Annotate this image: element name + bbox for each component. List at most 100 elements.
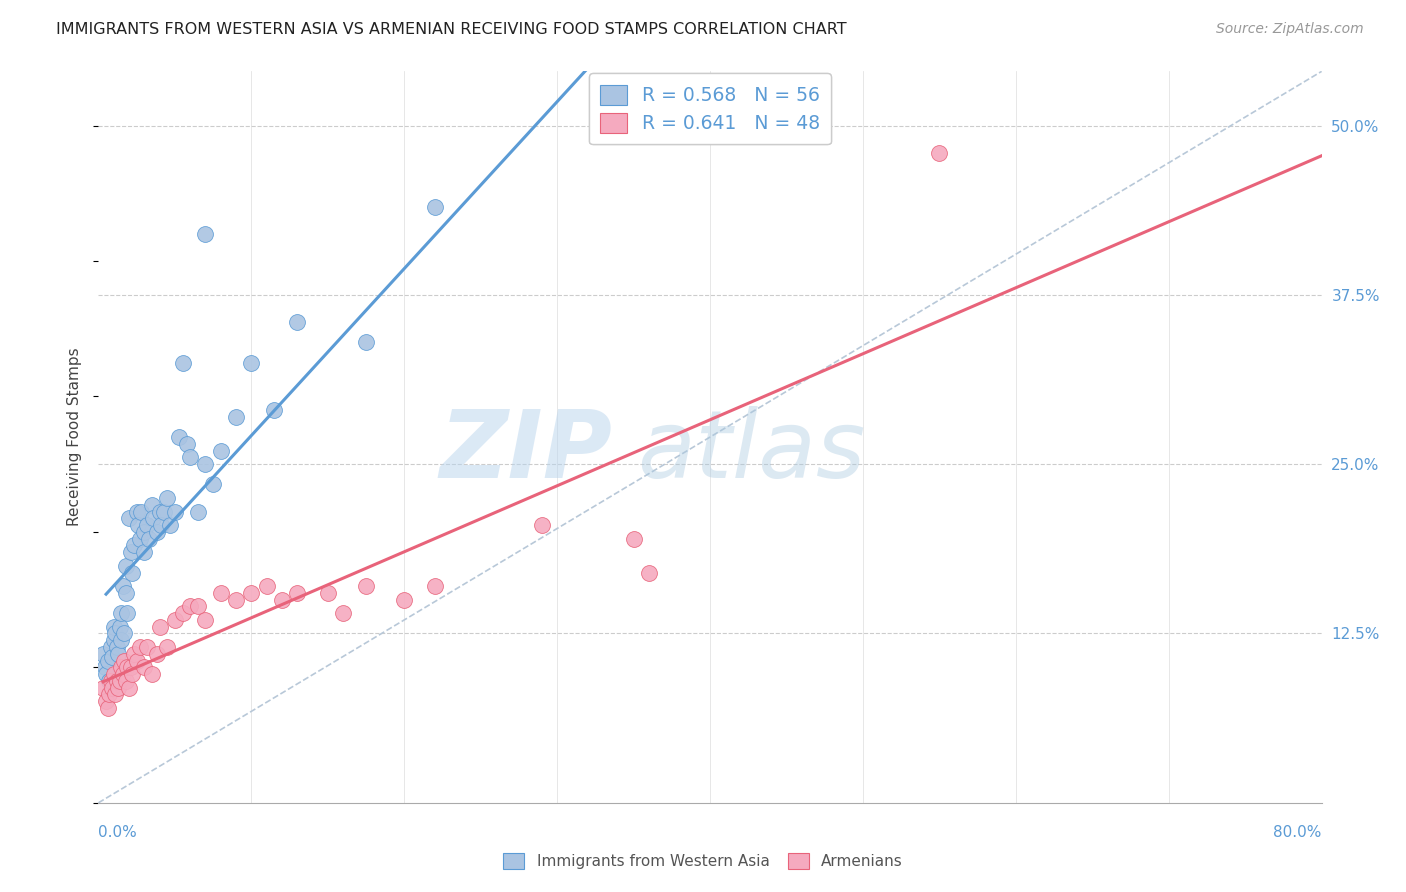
Point (149, 505, 172, 519)
Point (103, 633, 125, 648)
Point (122, 647, 145, 661)
Point (108, 620, 131, 634)
Point (145, 647, 167, 661)
Point (423, 200, 446, 214)
Point (103, 620, 125, 634)
Point (240, 355, 263, 369)
Point (172, 606, 194, 620)
Point (117, 606, 139, 620)
Text: atlas: atlas (637, 406, 865, 497)
Point (122, 538, 145, 552)
Point (194, 457, 217, 471)
Point (156, 491, 179, 505)
Point (108, 673, 131, 688)
Text: 0.0%: 0.0% (98, 825, 138, 840)
Point (354, 335, 377, 350)
Point (285, 315, 308, 329)
Point (163, 613, 186, 627)
Point (332, 606, 354, 620)
Point (110, 606, 132, 620)
Point (91, 647, 114, 661)
Point (240, 586, 263, 600)
Point (98, 688, 121, 702)
Point (94, 694, 117, 708)
Point (150, 518, 173, 533)
Point (623, 532, 645, 546)
Point (179, 450, 201, 465)
Point (111, 667, 134, 681)
Point (94, 667, 117, 681)
Point (105, 673, 128, 688)
Point (530, 518, 553, 533)
Point (97, 701, 120, 715)
Point (112, 654, 135, 668)
Point (101, 649, 124, 664)
Point (103, 667, 125, 681)
Point (134, 545, 156, 559)
Point (111, 579, 134, 593)
Point (209, 586, 232, 600)
Point (423, 579, 446, 593)
Point (187, 599, 209, 614)
Point (128, 532, 150, 546)
Point (110, 660, 132, 674)
Point (285, 586, 308, 600)
Point (136, 518, 159, 533)
Point (316, 586, 339, 600)
Point (172, 355, 194, 369)
Point (93, 660, 115, 674)
Point (117, 660, 139, 674)
Point (118, 511, 141, 525)
Point (120, 545, 142, 559)
Point (354, 579, 377, 593)
Point (101, 681, 124, 695)
Point (100, 673, 122, 688)
Point (392, 592, 416, 607)
Text: 80.0%: 80.0% (1274, 825, 1322, 840)
Point (97, 654, 120, 668)
Point (668, 119, 690, 133)
Point (187, 505, 209, 519)
Point (107, 681, 129, 695)
Point (149, 620, 172, 634)
Point (136, 640, 159, 654)
Point (141, 498, 163, 512)
Point (104, 688, 127, 702)
Point (118, 681, 141, 695)
Point (145, 524, 167, 539)
Y-axis label: Receiving Food Stamps: Receiving Food Stamps (67, 348, 83, 526)
Point (138, 532, 160, 546)
Point (127, 518, 149, 533)
Point (134, 524, 156, 539)
Point (98, 673, 121, 688)
Text: ZIP: ZIP (439, 406, 612, 498)
Point (128, 640, 150, 654)
Point (263, 403, 285, 417)
Point (270, 592, 292, 607)
Point (104, 626, 127, 640)
Legend: Immigrants from Western Asia, Armenians: Immigrants from Western Asia, Armenians (496, 847, 910, 875)
Point (179, 599, 201, 614)
Point (176, 437, 198, 451)
Point (142, 511, 165, 525)
Point (159, 518, 181, 533)
Text: Source: ZipAtlas.com: Source: ZipAtlas.com (1216, 22, 1364, 37)
Point (100, 640, 122, 654)
Point (225, 592, 247, 607)
Point (194, 227, 217, 241)
Text: IMMIGRANTS FROM WESTERN ASIA VS ARMENIAN RECEIVING FOOD STAMPS CORRELATION CHART: IMMIGRANTS FROM WESTERN ASIA VS ARMENIAN… (56, 22, 846, 37)
Point (256, 579, 278, 593)
Point (156, 640, 179, 654)
Point (120, 660, 142, 674)
Point (169, 430, 191, 444)
Point (107, 647, 129, 661)
Point (91, 681, 114, 695)
Point (115, 586, 138, 600)
Point (141, 667, 163, 681)
Point (134, 660, 156, 674)
Point (125, 505, 148, 519)
Point (928, 145, 950, 160)
Point (194, 613, 217, 627)
Point (121, 566, 143, 580)
Point (121, 667, 143, 681)
